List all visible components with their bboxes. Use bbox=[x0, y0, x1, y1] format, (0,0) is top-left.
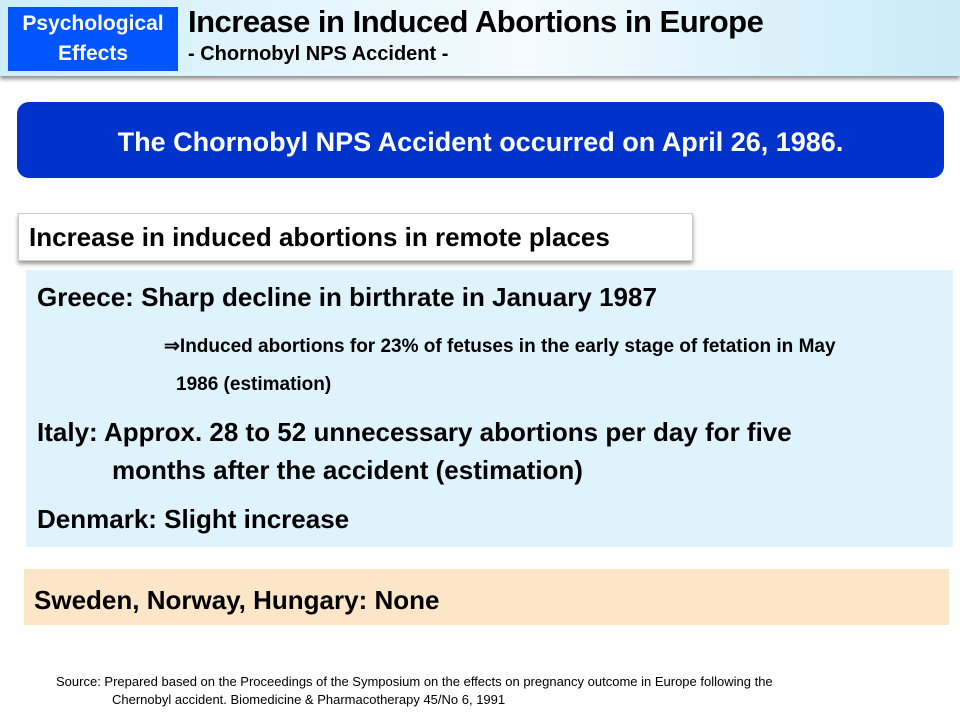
source-citation: Source: Prepared based on the Proceeding… bbox=[56, 673, 773, 709]
category-line-2: Effects bbox=[57, 42, 129, 65]
denmark-item: Denmark: Slight increase bbox=[37, 504, 350, 534]
page-title: Increase in Induced Abortions in Europe bbox=[188, 4, 764, 39]
greece-item: Greece: Sharp decline in birthrate in Ja… bbox=[37, 282, 657, 312]
section-title: Increase in induced abortions in remote … bbox=[18, 213, 693, 261]
category-badge: Psychological Effects bbox=[8, 7, 178, 71]
source-line-2: Chernobyl accident. Biomedicine & Pharma… bbox=[112, 692, 506, 707]
italy-item-line-1: Italy: Approx. 28 to 52 unnecessary abor… bbox=[37, 417, 792, 447]
page-subtitle: - Chornobyl NPS Accident - bbox=[188, 43, 449, 65]
source-line-1: Source: Prepared based on the Proceeding… bbox=[56, 674, 773, 689]
category-line-1: Psychological bbox=[22, 12, 164, 35]
italy-item-line-2: months after the accident (estimation) bbox=[112, 455, 583, 485]
no-effect-countries: Sweden, Norway, Hungary: None bbox=[24, 569, 949, 625]
slide-header: Psychological Effects Increase in Induce… bbox=[0, 0, 960, 76]
country-effects-box: Greece: Sharp decline in birthrate in Ja… bbox=[26, 270, 953, 547]
greece-note-line-2: 1986 (estimation) bbox=[176, 374, 332, 395]
greece-note-line-1: ⇒Induced abortions for 23% of fetuses in… bbox=[164, 336, 836, 357]
accident-date-banner: The Chornobyl NPS Accident occurred on A… bbox=[17, 102, 944, 178]
